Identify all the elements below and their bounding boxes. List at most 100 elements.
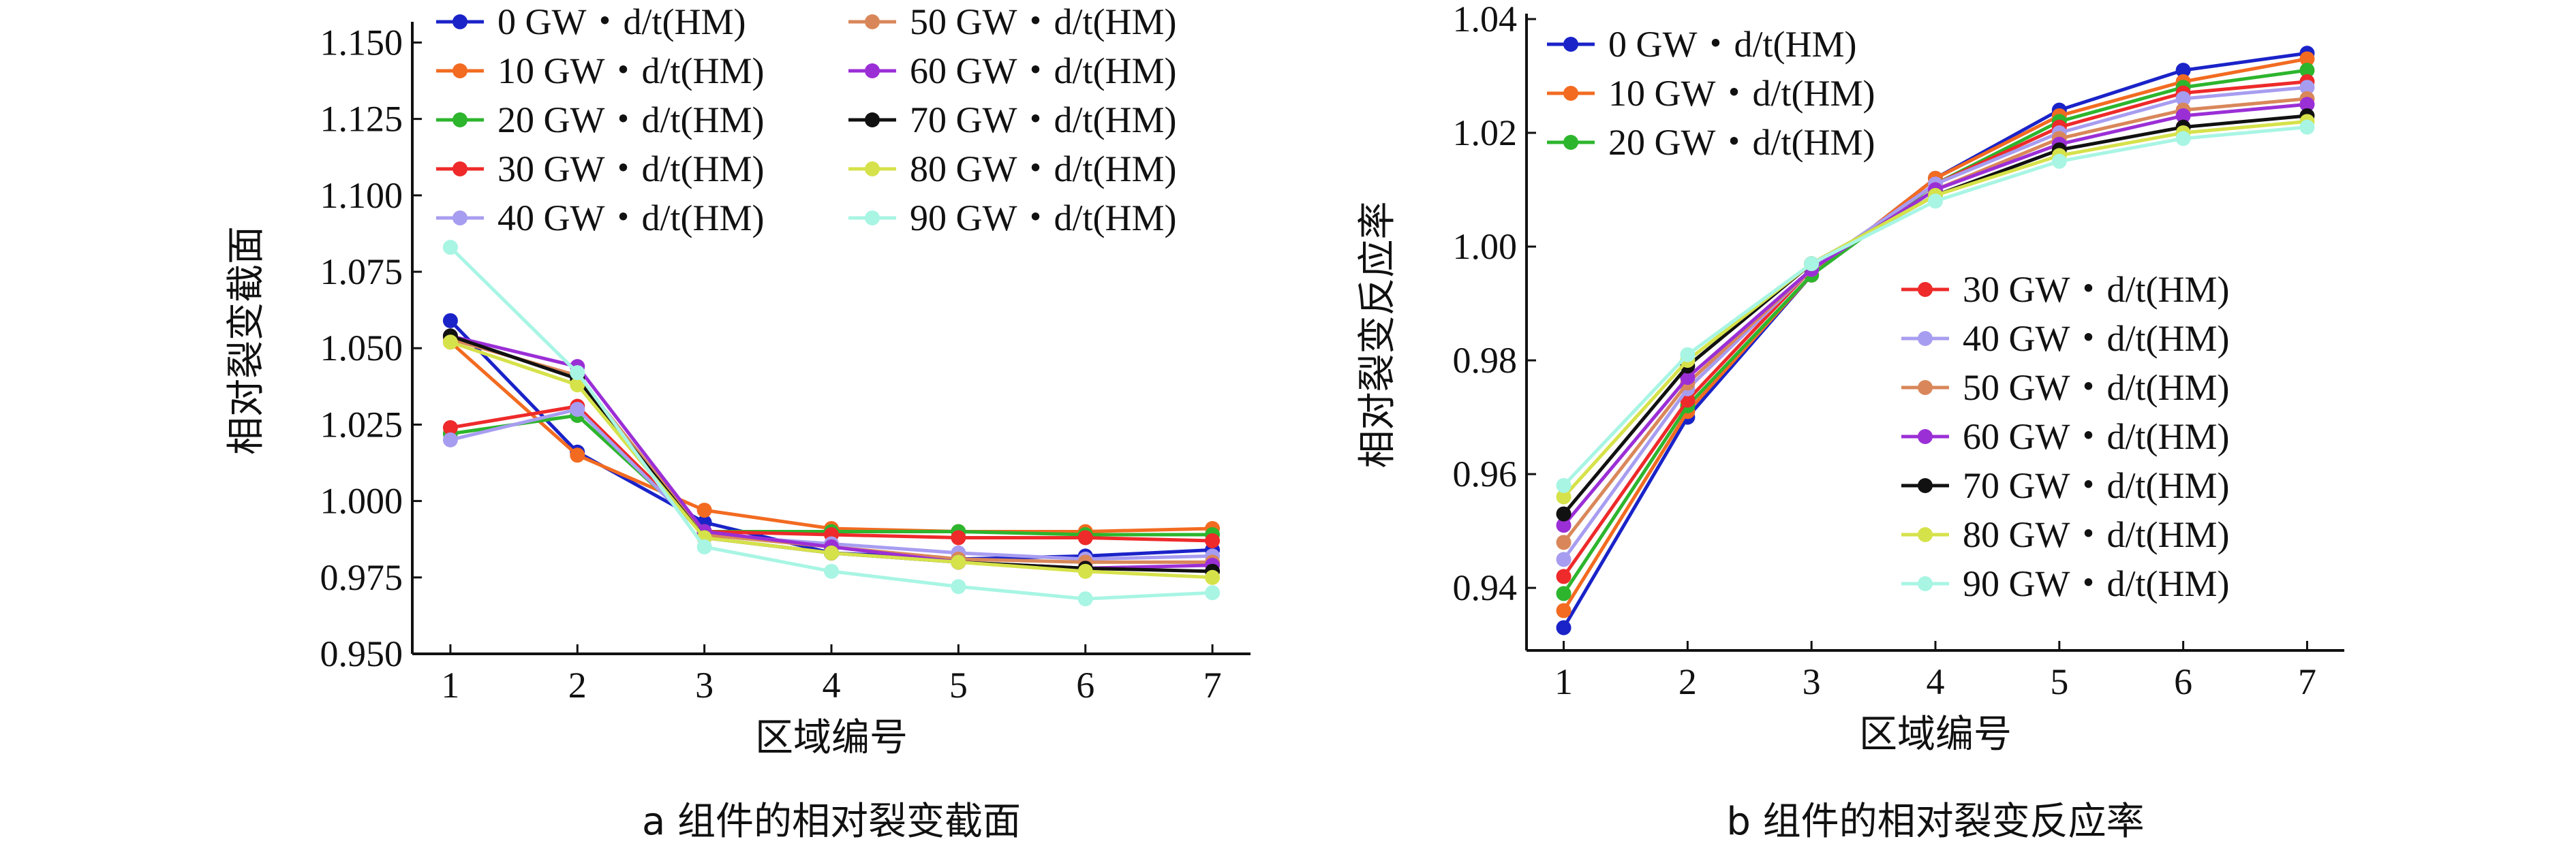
- series-point-2: [1556, 586, 1571, 601]
- legend-label: 30 GW・d/t(HM): [1963, 269, 2229, 310]
- y-axis-label: 相对裂变截面: [224, 226, 269, 455]
- legend-label: 90 GW・d/t(HM): [910, 198, 1176, 238]
- series-point-0: [2175, 63, 2191, 78]
- series-point-8: [570, 377, 585, 393]
- legend-label: 0 GW・d/t(HM): [1608, 24, 1856, 65]
- legend-label: 20 GW・d/t(HM): [1608, 122, 1875, 163]
- legend-label: 0 GW・d/t(HM): [497, 1, 746, 42]
- y-tick-label: 0.94: [1453, 567, 1518, 608]
- legend-marker: [453, 210, 467, 225]
- legend-marker: [1918, 576, 1933, 591]
- x-tick-label: 3: [695, 665, 714, 706]
- series-point-1: [570, 447, 585, 463]
- series-point-8: [951, 554, 966, 570]
- series-point-8: [1077, 563, 1093, 579]
- legend-marker: [1918, 478, 1933, 493]
- series-point-1: [2299, 51, 2315, 67]
- series-point-4: [442, 432, 458, 447]
- legend-marker: [1918, 282, 1933, 297]
- x-tick-label: 4: [823, 665, 841, 706]
- legend-label: 20 GW・d/t(HM): [497, 99, 764, 140]
- series-point-0: [442, 313, 458, 328]
- series-line-2: [450, 413, 1213, 537]
- legend-marker: [1918, 331, 1933, 346]
- chart-panel-b: 0.94 0.96 0.98 1.00 1.02 1.04 1 2 3 4 5 6 7 区域编号 相对裂变反…: [1355, 0, 2344, 844]
- series-point-9: [2051, 153, 2067, 169]
- series-line-3: [450, 404, 1213, 543]
- series-point-3: [442, 420, 458, 435]
- panel-caption: a 组件的相对裂变截面: [642, 800, 1021, 844]
- y-tick-label: 1.02: [1453, 112, 1518, 153]
- x-axis-label: 区域编号: [755, 716, 908, 760]
- series-point-9: [1077, 591, 1093, 607]
- series-point-9: [1556, 477, 1571, 493]
- series-point-4: [2175, 91, 2191, 106]
- chart-panel-a: 0.950 0.975 1.000 1.025 1.050 1.075 1.100 1.125…: [224, 1, 1251, 844]
- y-tick-label: 1.000: [320, 481, 403, 522]
- legend-marker: [1563, 37, 1578, 52]
- panel-caption: b 组件的相对裂变反应率: [1726, 800, 2144, 844]
- series-point-9: [2299, 119, 2315, 135]
- series-point-6: [2175, 108, 2191, 123]
- legend-label: 30 GW・d/t(HM): [497, 148, 764, 189]
- legend-marker: [865, 14, 880, 29]
- y-axis-label: 相对裂变反应率: [1355, 202, 1400, 469]
- legend-label: 60 GW・d/t(HM): [1963, 416, 2229, 457]
- legend-marker: [865, 63, 880, 78]
- legend-label: 60 GW・d/t(HM): [910, 50, 1176, 91]
- series-point-9: [1205, 585, 1221, 601]
- x-tick-label: 1: [1554, 661, 1573, 702]
- series-point-8: [442, 334, 458, 350]
- legend-marker: [1918, 429, 1933, 444]
- y-tick-label: 1.150: [320, 22, 403, 63]
- legend-marker: [453, 63, 467, 78]
- series-point-9: [951, 579, 966, 595]
- series-point-7: [1556, 506, 1571, 522]
- legend-marker: [1918, 527, 1933, 542]
- legend-marker: [1918, 380, 1933, 395]
- x-tick-label: 4: [1927, 661, 1945, 702]
- legend-marker: [453, 112, 467, 127]
- legend-marker: [453, 161, 467, 176]
- series-point-8: [1556, 489, 1571, 505]
- y-tick-label: 0.975: [320, 557, 403, 598]
- x-tick-label: 6: [2174, 661, 2192, 702]
- series-point-4: [1556, 552, 1571, 567]
- legend-label: 80 GW・d/t(HM): [1963, 514, 2229, 555]
- x-tick-label: 5: [949, 665, 968, 706]
- series-point-1: [1556, 603, 1571, 618]
- series-point-9: [1928, 193, 1943, 209]
- legend-marker: [1563, 135, 1578, 150]
- x-tick-label: 7: [2298, 661, 2316, 702]
- legend-label: 50 GW・d/t(HM): [910, 1, 1176, 42]
- x-tick-label: 1: [441, 665, 459, 706]
- series-point-1: [696, 503, 712, 518]
- x-tick-label: 2: [568, 665, 587, 706]
- series-point-4: [570, 401, 585, 417]
- series-line-6: [1562, 102, 2307, 526]
- y-tick-label: 1.125: [320, 99, 403, 140]
- series-point-8: [1205, 569, 1221, 585]
- series-point-3: [951, 530, 966, 546]
- legend-label: 70 GW・d/t(HM): [910, 99, 1176, 140]
- legend-label: 80 GW・d/t(HM): [910, 148, 1176, 189]
- y-tick-label: 0.96: [1453, 454, 1518, 494]
- legend-label: 90 GW・d/t(HM): [1963, 563, 2229, 604]
- x-tick-label: 5: [2050, 661, 2068, 702]
- series-point-9: [824, 563, 839, 579]
- x-tick-label: 2: [1678, 661, 1697, 702]
- y-tick-label: 1.025: [320, 404, 403, 445]
- series-point-2: [2299, 63, 2315, 78]
- x-tick-label: 3: [1803, 661, 1821, 702]
- series-point-9: [570, 365, 585, 381]
- x-tick-label: 7: [1203, 665, 1222, 706]
- series-point-9: [2175, 131, 2191, 146]
- legend-label: 40 GW・d/t(HM): [497, 198, 764, 238]
- series-point-6: [1680, 370, 1696, 385]
- series-point-4: [2299, 80, 2315, 95]
- series-point-6: [2299, 97, 2315, 112]
- y-tick-label: 1.050: [320, 328, 403, 368]
- series-point-5: [1556, 535, 1571, 550]
- series-point-9: [442, 240, 458, 255]
- series-point-3: [1205, 533, 1221, 548]
